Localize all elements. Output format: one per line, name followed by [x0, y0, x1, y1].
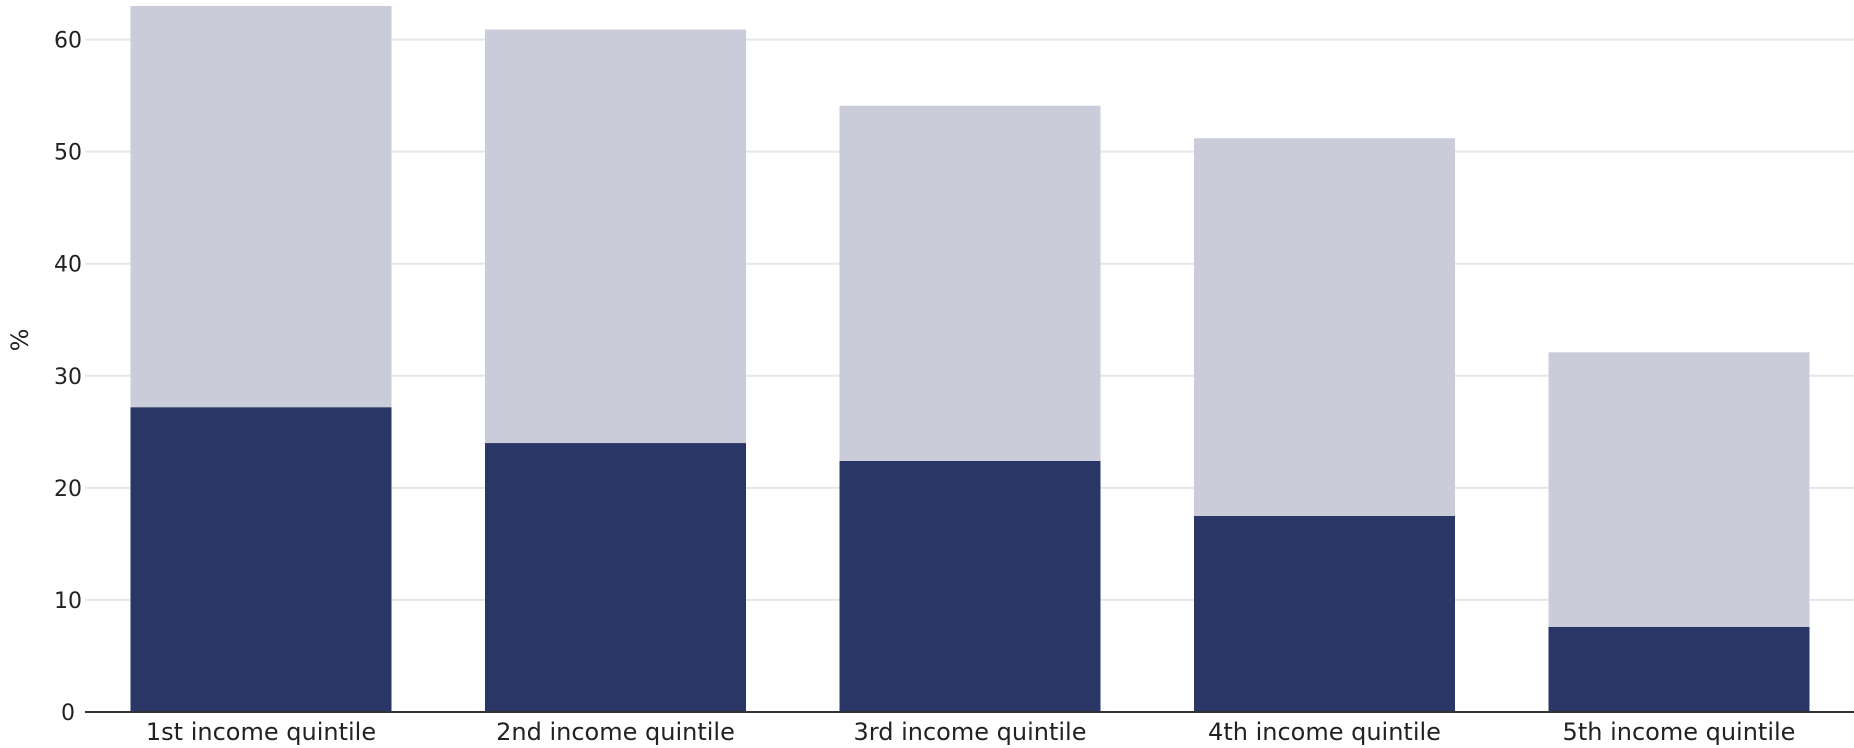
- bar-segment-2: [1548, 352, 1810, 627]
- x-category-label: 5th income quintile: [1563, 718, 1796, 746]
- y-tick-label: 60: [54, 29, 82, 54]
- y-tick-label: 30: [54, 365, 82, 390]
- bar-segment-2: [1194, 138, 1455, 516]
- y-tick-label: 10: [54, 589, 82, 614]
- y-tick-label: 40: [54, 253, 82, 278]
- axes: 0 10 20 30 40 50 60 1st income quintile 2nd inco…: [54, 29, 1854, 746]
- y-tick-label: 50: [54, 141, 82, 166]
- bar-segment-2: [839, 105, 1101, 461]
- y-tick-label: 0: [61, 701, 75, 726]
- bar-segment-1: [1194, 515, 1455, 712]
- bar-segment-1: [130, 407, 392, 712]
- bar-segment-1: [485, 443, 746, 712]
- x-category-label: 4th income quintile: [1208, 718, 1441, 746]
- bar-segment-2: [485, 29, 746, 444]
- x-category-label: 1st income quintile: [146, 718, 376, 746]
- bar-segment-2: [130, 6, 392, 408]
- x-category-label: 3rd income quintile: [854, 718, 1087, 746]
- x-category-label: 2nd income quintile: [496, 718, 735, 746]
- bar-segment-1: [1548, 626, 1810, 712]
- bars: [130, 6, 1810, 712]
- bar-segment-1: [839, 460, 1101, 712]
- y-axis-title: %: [6, 329, 34, 352]
- y-tick-label: 20: [54, 477, 82, 502]
